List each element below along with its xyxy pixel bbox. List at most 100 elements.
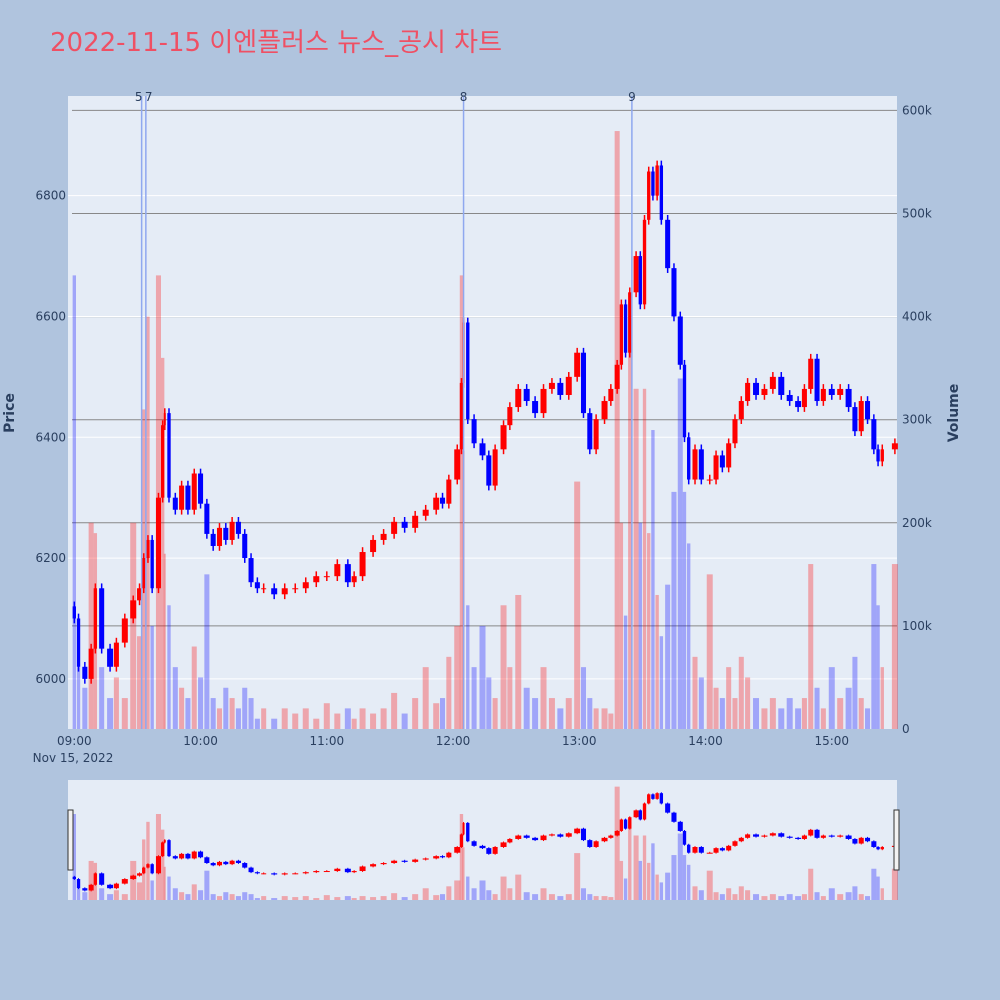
candle-body (732, 841, 738, 846)
volume-bar (76, 888, 81, 900)
candle-body (845, 388, 852, 408)
candle-body (198, 851, 204, 858)
candle-body (687, 437, 691, 480)
candle-body (179, 853, 185, 859)
candle-body (778, 376, 785, 395)
x-tick-label: 15:00 (814, 734, 849, 748)
y2-tick-label: 200k (902, 516, 932, 530)
volume-bar (370, 897, 377, 900)
volume-bar (655, 594, 659, 729)
candle-body (261, 588, 267, 590)
volume-bar (163, 866, 166, 900)
candle-body (706, 852, 713, 854)
volume-bar (682, 491, 687, 729)
candle-body (370, 539, 377, 553)
candle-body (677, 821, 683, 831)
candle-body (580, 352, 587, 414)
candle-body (492, 449, 498, 486)
candle-body (130, 600, 137, 619)
volume-bar (161, 357, 165, 729)
volume-bar (150, 880, 154, 900)
y-tick-label: 6000 (35, 672, 66, 686)
candle-body (601, 401, 608, 420)
volume-bar (130, 522, 137, 729)
volume-bar (837, 894, 844, 900)
volume-bar (500, 605, 507, 729)
candle-body (313, 576, 320, 583)
volume-bar (391, 893, 398, 900)
candle-body (726, 845, 732, 851)
candle-body (121, 879, 128, 884)
candle-body (865, 401, 871, 420)
volume-bar (633, 388, 639, 729)
volume-bar (446, 656, 452, 729)
volume-bar (523, 892, 530, 900)
volume-bar (172, 667, 178, 729)
volume-bar (323, 895, 330, 900)
candle-body (515, 388, 522, 408)
y2-tick-label: 100k (902, 619, 932, 633)
candle-body (858, 401, 864, 432)
volume-bar (628, 316, 632, 729)
volume-bar (647, 862, 651, 900)
candle-body (687, 844, 691, 853)
candle-body (76, 618, 81, 667)
candle-body (216, 527, 223, 546)
range-slider[interactable] (68, 780, 897, 900)
candle-body (801, 388, 807, 408)
candle-body (665, 803, 671, 813)
volume-bar (614, 131, 620, 729)
candle-body (633, 810, 639, 818)
volume-bar (163, 553, 166, 729)
candle-body (532, 837, 539, 841)
candle-body (210, 863, 216, 866)
x-tick-label: 13:00 (562, 734, 597, 748)
annotation-label: 7 (145, 90, 153, 104)
candle-body (248, 558, 254, 583)
volume-bar (254, 898, 260, 900)
volume-bar (745, 890, 751, 900)
plot-area[interactable] (68, 96, 897, 729)
volume-bar (808, 564, 814, 729)
volume-bar (281, 708, 288, 729)
candle-body (281, 873, 288, 875)
candle-body (99, 873, 105, 885)
candle-body (795, 837, 802, 839)
volume-bar (204, 870, 210, 900)
range-slider-left-handle[interactable] (67, 809, 74, 871)
candle-body (248, 867, 254, 873)
volume-bar (587, 698, 593, 729)
volume-bar (574, 481, 581, 729)
volume-bar (223, 687, 229, 729)
volume-bar (271, 898, 278, 900)
volume-bar (820, 896, 826, 900)
volume-bar (507, 667, 513, 729)
candle-body (422, 509, 429, 516)
candle-body (574, 828, 581, 834)
candle-body (623, 819, 628, 829)
x-tick-label: 11:00 (310, 734, 345, 748)
volume-bar (593, 708, 599, 729)
volume-bar (254, 718, 260, 729)
candle-body (130, 875, 137, 880)
candle-body (548, 382, 555, 389)
candle-body (486, 848, 492, 854)
x-tick-label: 09:00 (57, 734, 92, 748)
range-slider-right-handle[interactable] (893, 809, 900, 871)
candle-body (466, 322, 470, 420)
volume-bar (359, 708, 366, 729)
candle-body (761, 388, 768, 395)
volume-bar (574, 853, 581, 900)
volume-bar (665, 872, 671, 900)
y-axis-title: Price (2, 393, 18, 433)
candle-body (651, 171, 655, 196)
candle-body (628, 817, 632, 829)
candle-body (614, 364, 620, 389)
volume-bar (185, 894, 191, 900)
candle-body (601, 837, 608, 842)
candle-body (370, 864, 377, 867)
candle-body (507, 838, 513, 843)
volume-bar (891, 564, 898, 729)
volume-bar (216, 896, 223, 900)
